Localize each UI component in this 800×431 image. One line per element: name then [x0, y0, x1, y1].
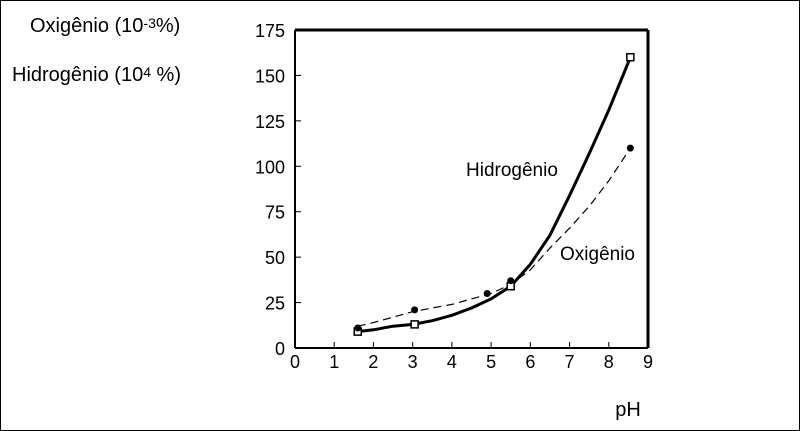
- y-tick-label: 150: [255, 66, 285, 86]
- y-axis-label-hydrogen: Hidrogênio (104 %): [12, 64, 181, 86]
- x-tick-label: 5: [486, 352, 496, 372]
- y-tick-label: 25: [265, 294, 285, 314]
- x-tick-label: 9: [643, 352, 653, 372]
- y-tick-label: 100: [255, 157, 285, 177]
- x-tick-label: 1: [329, 352, 339, 372]
- x-tick-label: 8: [604, 352, 614, 372]
- y-tick-label: 125: [255, 112, 285, 132]
- x-axis-label: pH: [615, 399, 641, 421]
- x-tick-label: 7: [565, 352, 575, 372]
- series-line-oxygen: [357, 147, 631, 327]
- data-point-oxygen: [626, 144, 634, 152]
- x-tick-label: 4: [447, 352, 457, 372]
- x-tick-label: 0: [290, 352, 300, 372]
- series-label-hydrogen: Hidrogênio: [466, 160, 558, 181]
- series-line-hydrogen: [357, 56, 632, 334]
- data-point-hydrogen: [626, 53, 635, 62]
- y-axis-label-oxygen: Oxigênio (10-3%): [30, 15, 181, 37]
- data-point-hydrogen: [410, 320, 419, 329]
- data-point-oxygen: [354, 324, 362, 332]
- series-label-oxygen: Oxigênio: [560, 244, 635, 265]
- y-tick-label: 75: [265, 203, 285, 223]
- y-tick-label: 50: [265, 248, 285, 268]
- data-point-oxygen: [411, 306, 419, 314]
- y-tick-label: 175: [255, 21, 285, 41]
- x-tick-label: 3: [408, 352, 418, 372]
- x-tick-label: 6: [525, 352, 535, 372]
- y-tick-label: 0: [275, 339, 285, 359]
- data-point-oxygen: [483, 289, 491, 297]
- data-point-oxygen: [507, 277, 515, 285]
- x-tick-label: 2: [368, 352, 378, 372]
